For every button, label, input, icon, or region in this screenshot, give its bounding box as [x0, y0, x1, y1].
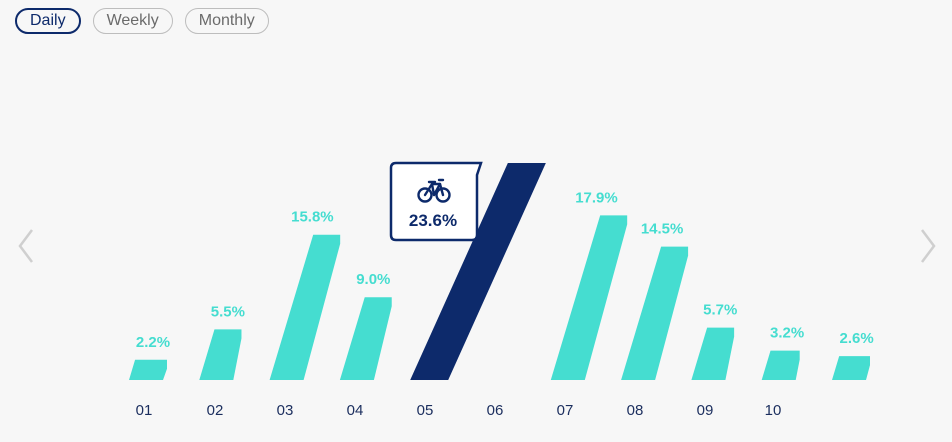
bar-value-label: 17.9%: [575, 189, 618, 206]
x-tick-label: 05: [417, 402, 434, 419]
bar-value-label: 9.0%: [356, 271, 390, 288]
bar-item[interactable]: [691, 327, 735, 380]
tab-daily[interactable]: Daily: [15, 8, 81, 34]
x-tick-label: 03: [277, 402, 294, 419]
bar-value-label: 15.8%: [291, 209, 334, 226]
x-tick-label: 08: [627, 402, 644, 419]
tooltip-box: [389, 161, 483, 242]
bar-value-label: 2.6%: [839, 330, 873, 347]
bar-value-label: 14.5%: [641, 221, 684, 238]
x-tick-label: 04: [347, 402, 364, 419]
value-labels-group: 2.2% 5.5% 15.8% 9.0% 17.9% 14.5% 5.7% 3.2% 2.6%: [136, 189, 874, 350]
tooltip: 23.6%: [389, 161, 483, 242]
x-tick-label: 07: [557, 402, 574, 419]
bar-item[interactable]: [621, 246, 689, 380]
bar-item[interactable]: [339, 297, 392, 380]
bar-item[interactable]: [129, 359, 167, 380]
bar-highlighted[interactable]: [410, 163, 546, 380]
tab-monthly[interactable]: Monthly: [184, 8, 269, 34]
x-tick-label: 06: [487, 402, 504, 419]
period-tabs: Daily Weekly Monthly: [15, 8, 269, 34]
bar-value-label: 2.2%: [136, 334, 170, 351]
tooltip-value: 23.6%: [409, 211, 457, 230]
bar-item[interactable]: [832, 356, 870, 380]
bar-item[interactable]: [199, 329, 242, 380]
chevron-right-icon[interactable]: [918, 226, 938, 266]
bar-item[interactable]: [269, 234, 341, 380]
bars-group: [129, 163, 870, 380]
bar-item[interactable]: [761, 350, 800, 380]
chevron-left-icon[interactable]: [16, 226, 36, 266]
bicycle-icon: [417, 178, 451, 203]
x-tick-label: 09: [697, 402, 714, 419]
bar-value-label: 5.7%: [703, 302, 737, 319]
tab-weekly[interactable]: Weekly: [92, 8, 173, 34]
x-tick-labels-group: 01 02 03 04 05 06 07 08 09 10: [136, 402, 782, 419]
x-tick-label: 02: [207, 402, 224, 419]
x-tick-label: 01: [136, 402, 153, 419]
bar-value-label: 5.5%: [211, 303, 245, 320]
bar-item[interactable]: [550, 215, 628, 380]
x-tick-label: 10: [765, 402, 782, 419]
bar-value-label: 3.2%: [770, 325, 804, 342]
